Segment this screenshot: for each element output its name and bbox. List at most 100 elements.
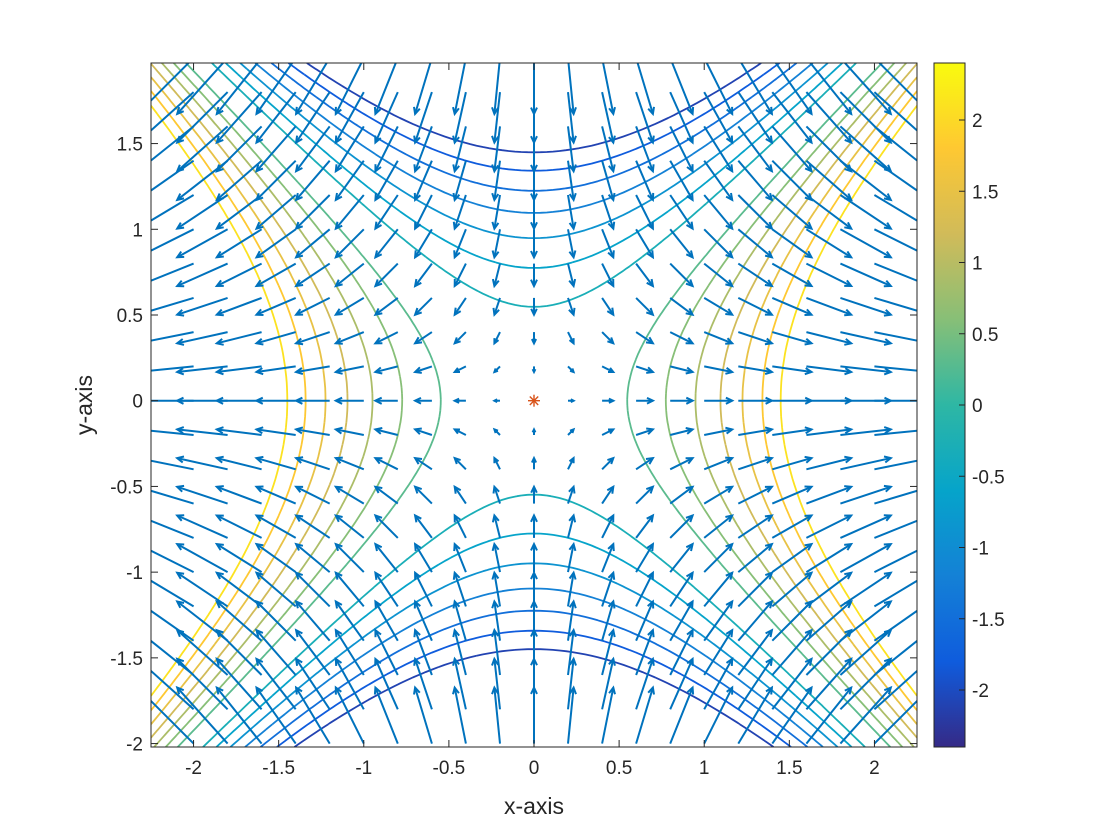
quiver-arrow [531,332,537,346]
quiver-arrow [491,513,501,539]
quiver-arrow [214,228,263,259]
quiver-arrow [839,159,893,202]
quiver-arrow [737,228,774,259]
quiver-arrow [635,194,654,231]
quiver-arrow [771,262,814,288]
quiver-arrow [567,513,577,539]
quiver-arrow [151,262,194,282]
y-tick-label: -2 [126,735,143,756]
quiver-arrow [373,685,399,744]
quiver-arrow [255,657,297,710]
quiver-arrow [294,628,331,676]
quiver-arrow [873,579,917,608]
quiver-arrow [413,456,433,471]
quiver-arrow [254,599,297,642]
x-axis-label: x-axis [504,793,564,819]
quiver-arrow [601,228,615,260]
quiver-arrow [703,228,734,259]
quiver-arrow [334,685,365,745]
quiver-arrow [839,194,893,230]
quiver-arrow [703,485,735,505]
quiver-arrow [413,126,433,174]
quiver-arrow [453,331,467,345]
quiver-arrow [840,455,894,471]
quiver-arrow [737,160,774,202]
quiver-arrow [805,91,853,145]
quiver-arrow [151,579,195,608]
quiver-arrow [669,365,695,375]
quiver-arrow [669,228,695,260]
quiver-arrow [373,228,399,260]
quiver-arrow [254,542,297,573]
quiver-arrow [492,484,501,504]
quiver-arrow [174,455,228,471]
quiver-arrow [453,541,467,573]
quiver-arrow [175,542,229,573]
quiver-arrow [703,160,734,202]
quiver-arrow [175,685,229,745]
quiver-arrow [254,228,297,259]
quiver-arrow [254,571,297,608]
quiver-arrow [874,331,917,342]
quiver-arrow [491,229,501,260]
colorbar-tick-label: 1.5 [972,182,998,203]
quiver-arrow [491,570,501,607]
quiver-arrow [567,484,576,504]
quiver-arrow [669,194,694,231]
quiver-arrow [175,514,229,539]
quiver-arrow [530,484,538,504]
quiver-arrow [215,599,263,642]
x-tick-label: -1.5 [262,758,295,779]
quiver-arrow [601,194,616,231]
quiver-arrow [703,297,735,316]
quiver-arrow [175,296,228,317]
colorbar-tick-label: -1 [972,539,989,560]
quiver-arrow [567,194,577,231]
quiver-arrow [874,519,917,539]
quiver-arrow [567,160,577,203]
y-tick-label: 0 [132,392,143,413]
quiver-arrow [704,396,735,405]
quiver-arrow [703,571,734,608]
quiver-arrow [772,426,814,436]
quiver-arrow [214,396,262,405]
quiver-arrow [491,627,501,676]
quiver-arrow [493,331,501,346]
quiver-arrow [413,542,433,573]
quiver-arrow [151,519,194,539]
quiver-arrow [873,639,917,676]
quiver-arrow [669,297,695,317]
quiver-arrow [635,365,656,374]
quiver-arrow [635,263,655,288]
colorbar-tick-label: 0.5 [972,325,998,346]
quiver-arrow [873,91,917,132]
quiver-arrow [175,194,229,230]
quiver-arrow [374,628,399,676]
quiver-arrow [567,365,576,374]
quiver-arrow [635,656,655,710]
quiver-arrow [671,63,695,117]
quiver-arrow [669,599,694,642]
quiver-arrow [635,628,655,676]
quiver-arrow [737,194,774,231]
quiver-arrow [413,331,433,345]
quiver-field [151,63,917,745]
quiver-arrow [333,456,365,471]
quiver-arrow [703,194,734,231]
quiver-arrow [174,331,228,346]
y-tick-label: 1 [132,220,143,241]
quiver-arrow [567,263,577,289]
quiver-arrow [737,571,774,608]
quiver-arrow [703,542,734,573]
colorbar-tick-label: -1.5 [972,610,1005,631]
quiver-arrow [635,228,655,260]
contour-line [151,90,917,711]
critical-point-group [528,394,540,407]
quiver-arrow [373,331,399,345]
quiver-arrow [492,365,501,374]
quiver-arrow [151,63,190,102]
quiver-arrow [214,296,262,317]
quiver-arrow [373,297,399,317]
quiver-arrow [174,426,228,436]
